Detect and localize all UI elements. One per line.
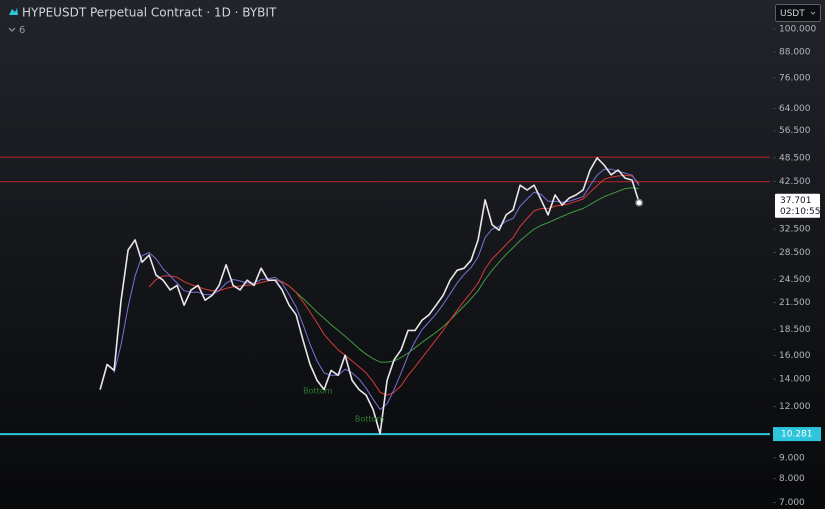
y-tick-label: 16.000 xyxy=(779,351,811,361)
price-level-badge xyxy=(773,427,821,442)
y-tick-label: 9.000 xyxy=(779,453,805,463)
y-tick-label: 24.500 xyxy=(779,275,811,285)
y-tick-label: 56.500 xyxy=(779,126,811,136)
y-tick-label: 8.000 xyxy=(779,474,805,484)
indicator-toggle[interactable] xyxy=(8,27,16,32)
y-tick-label: 7.000 xyxy=(779,498,805,508)
y-tick-label: 12.000 xyxy=(779,402,811,412)
y-tick-label: 48.500 xyxy=(779,153,811,163)
price-level-label: 10.281 xyxy=(781,430,813,440)
last-price-dot xyxy=(635,198,644,207)
chart-title: HYPEUSDT Perpetual Contract · 1D · BYBIT xyxy=(22,6,277,20)
symbol-icon xyxy=(9,8,18,15)
y-tick-label: 100.000 xyxy=(779,25,816,35)
plot-area: Bottom Bottom xyxy=(0,156,770,436)
y-tick-label: 42.500 xyxy=(779,177,811,187)
series-line xyxy=(148,174,640,396)
annotation: Bottom xyxy=(355,414,385,423)
y-tick-label: 14.000 xyxy=(779,375,811,385)
y-tick-label: 28.500 xyxy=(779,248,811,258)
series-line xyxy=(99,157,640,435)
annotation: Bottom xyxy=(303,386,333,395)
series-line xyxy=(274,187,640,363)
dropdown-chevron[interactable] xyxy=(810,11,816,15)
currency-dropdown[interactable] xyxy=(775,4,821,22)
indicator-count[interactable]: 6 xyxy=(19,25,25,36)
countdown: 02:10:55 xyxy=(780,207,820,217)
y-tick-label: 18.500 xyxy=(779,325,811,335)
y-tick-label: 21.500 xyxy=(779,298,811,308)
currency-label[interactable]: USDT xyxy=(780,9,805,19)
y-tick-label: 76.000 xyxy=(779,73,811,83)
y-tick-label: 32.500 xyxy=(779,225,811,235)
price-axis: 100.000 88.000 76.000 64.000 56.500 48.500 42.… xyxy=(773,25,821,508)
y-tick-label: 88.000 xyxy=(779,47,811,57)
last-price-badge xyxy=(775,193,820,218)
last-price-label: 37.701 xyxy=(780,196,812,206)
y-tick-label: 64.000 xyxy=(779,104,811,114)
